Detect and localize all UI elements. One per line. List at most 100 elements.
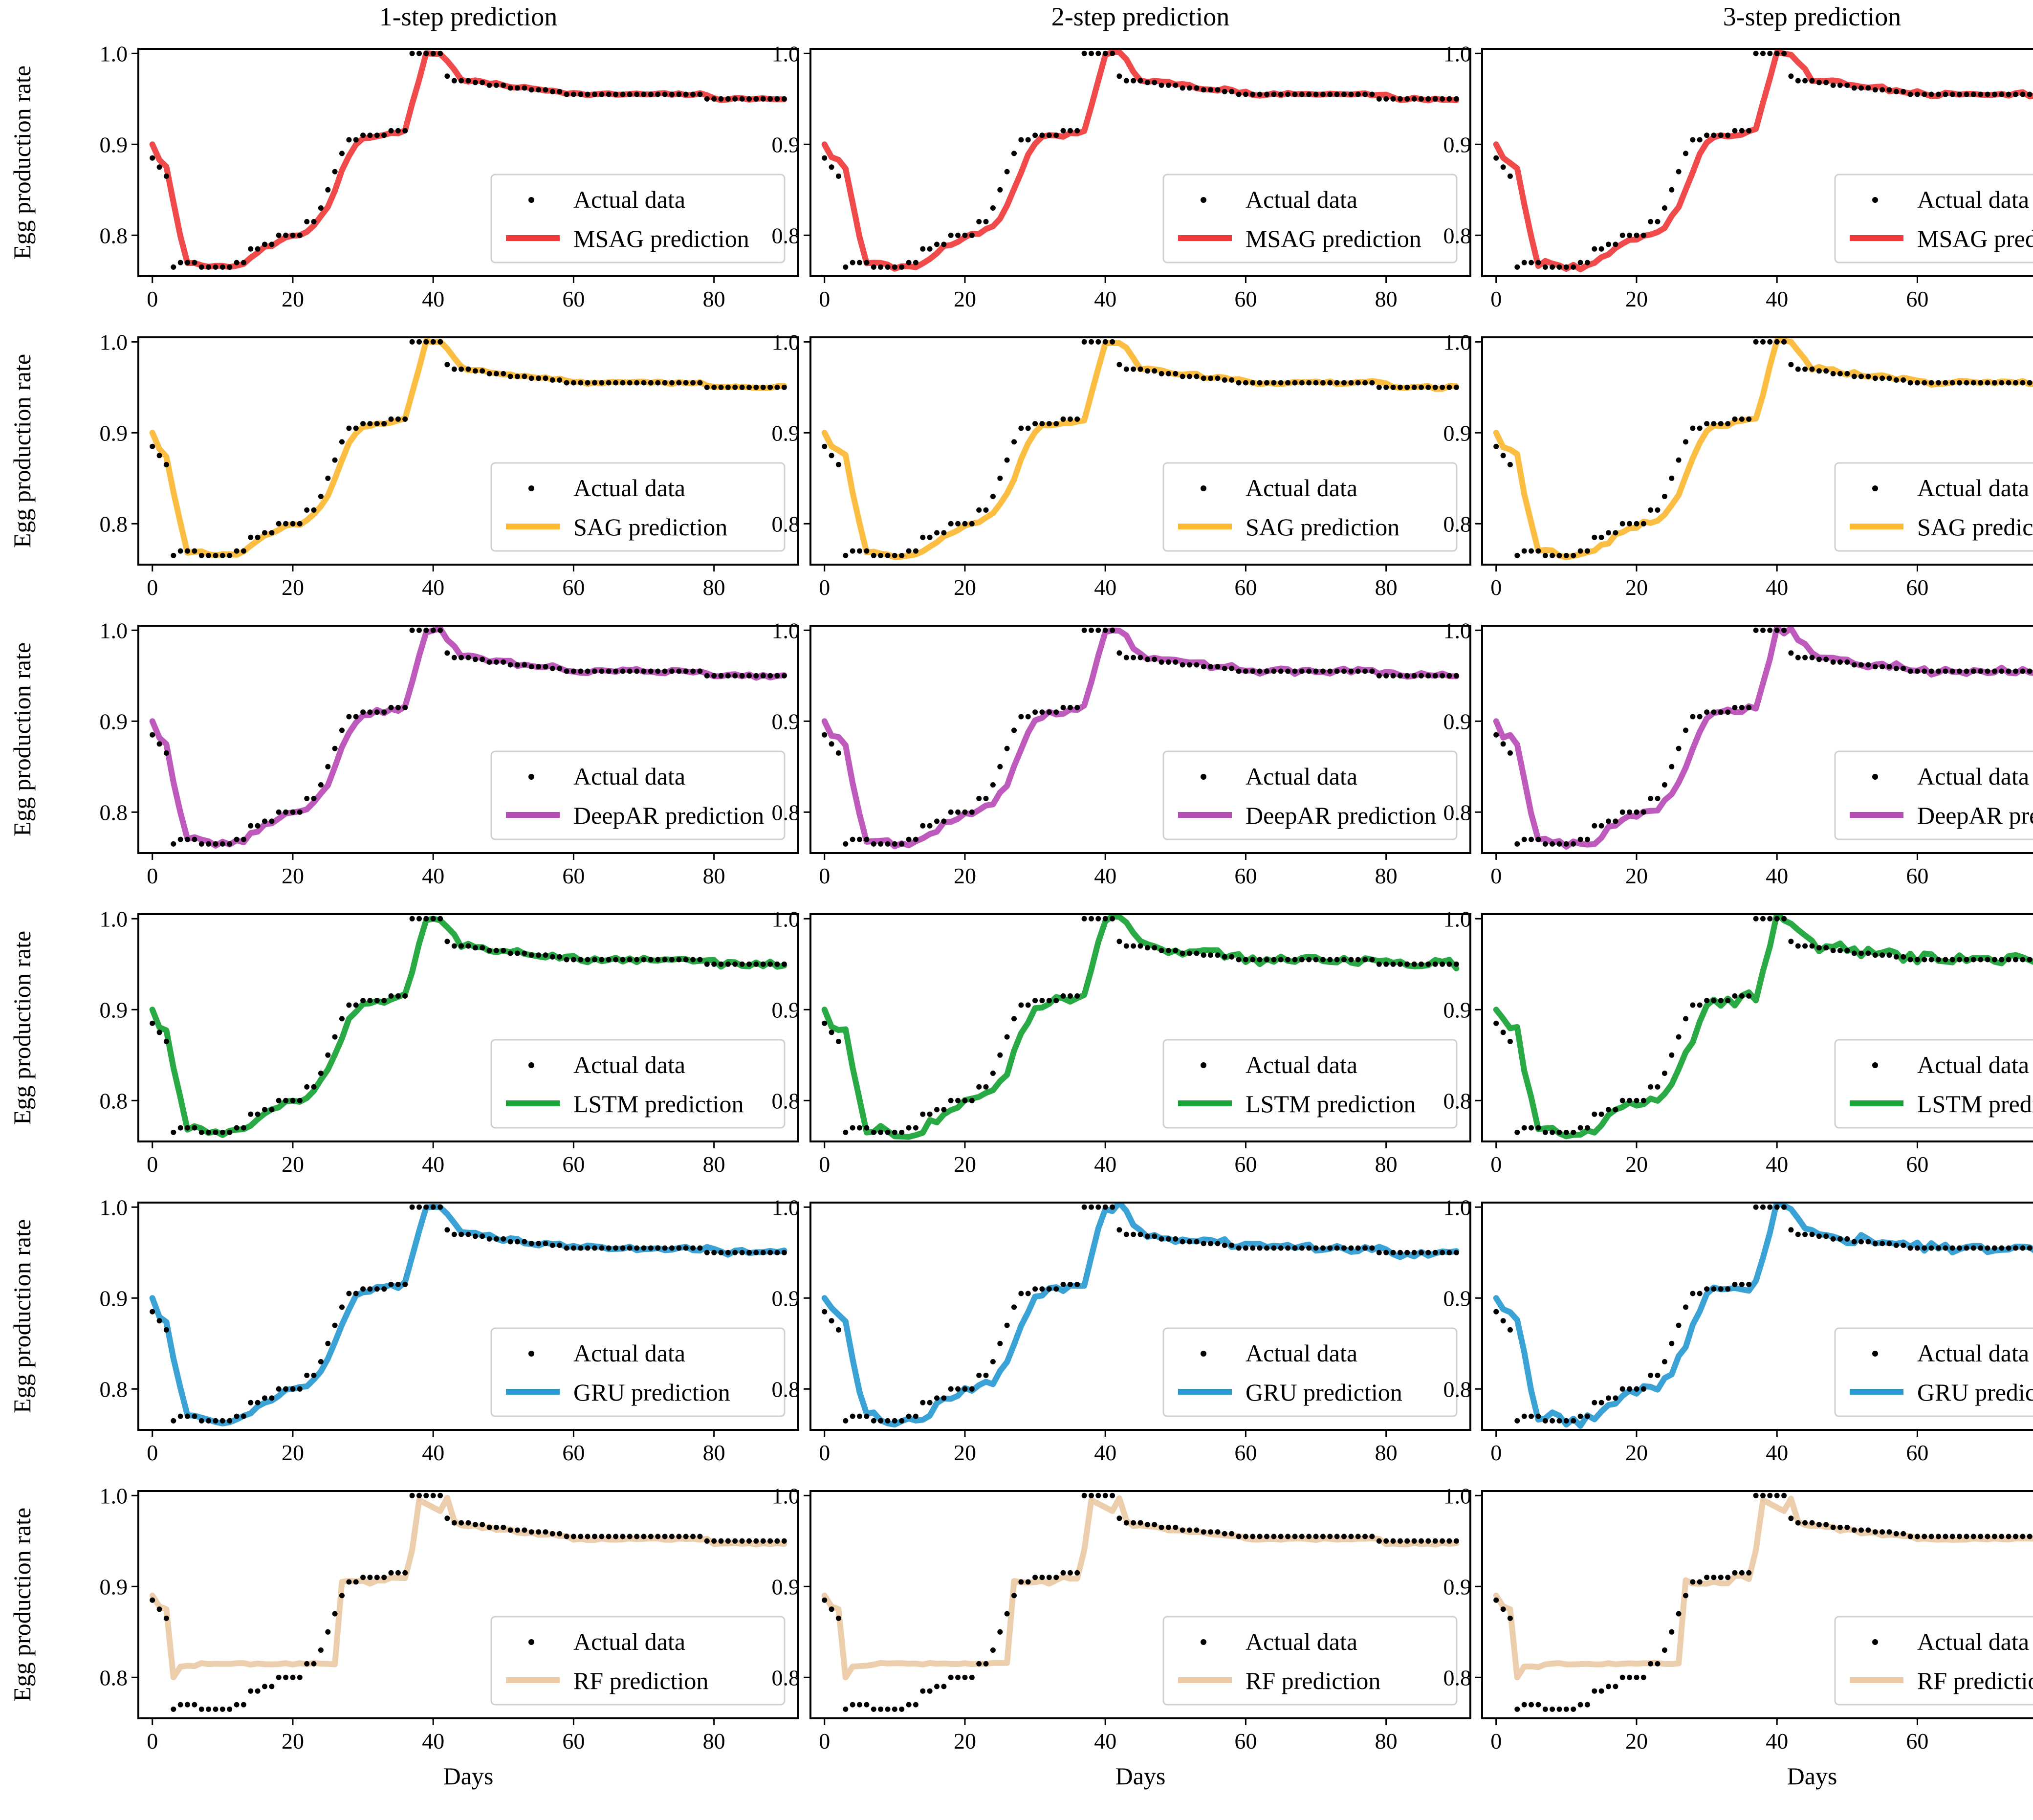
actual-point bbox=[1446, 673, 1452, 679]
actual-point bbox=[304, 795, 310, 801]
actual-point bbox=[892, 264, 897, 270]
actual-point bbox=[402, 1570, 408, 1576]
y-tick-label: 0.8 bbox=[772, 511, 800, 536]
legend-actual-label: Actual data bbox=[1246, 1339, 1357, 1367]
actual-point bbox=[1535, 1125, 1541, 1131]
actual-point bbox=[899, 264, 905, 270]
actual-point bbox=[690, 668, 696, 674]
actual-point bbox=[774, 384, 780, 390]
actual-point bbox=[1397, 1250, 1403, 1255]
actual-point bbox=[1215, 952, 1221, 958]
actual-point bbox=[255, 1688, 261, 1694]
actual-point bbox=[515, 373, 520, 379]
actual-point bbox=[1999, 668, 2005, 674]
actual-point bbox=[1676, 1322, 1682, 1328]
actual-point bbox=[976, 1661, 982, 1667]
x-tick-label: 80 bbox=[1375, 1440, 1398, 1465]
actual-point bbox=[578, 668, 584, 674]
actual-point bbox=[1453, 1538, 1459, 1544]
actual-point bbox=[276, 521, 282, 526]
actual-point bbox=[1802, 655, 1808, 660]
actual-point bbox=[1453, 96, 1459, 102]
actual-point bbox=[1571, 552, 1576, 558]
actual-point bbox=[1236, 668, 1242, 674]
legend-prediction-label: MSAG prediction bbox=[1246, 225, 1421, 252]
actual-point bbox=[1788, 939, 1794, 944]
actual-point bbox=[857, 836, 862, 842]
actual-point bbox=[1404, 1250, 1410, 1255]
prediction-line bbox=[821, 1203, 1460, 1428]
actual-point bbox=[1788, 362, 1794, 368]
actual-point bbox=[549, 377, 555, 383]
actual-point bbox=[1844, 1236, 1850, 1242]
actual-point bbox=[1928, 668, 1934, 674]
actual-point bbox=[878, 841, 884, 847]
actual-point bbox=[1376, 384, 1382, 390]
actual-point bbox=[1683, 727, 1688, 733]
actual-point bbox=[2020, 91, 2026, 97]
actual-point bbox=[871, 264, 876, 270]
actual-point bbox=[360, 998, 366, 1004]
actual-point bbox=[857, 1125, 862, 1131]
x-tick-label: 0 bbox=[819, 575, 830, 600]
actual-point bbox=[1781, 916, 1787, 921]
legend-actual-marker bbox=[1872, 1062, 1878, 1068]
y-tick-label: 0.9 bbox=[772, 1574, 800, 1599]
actual-point bbox=[1397, 1538, 1403, 1544]
x-tick-label: 40 bbox=[1766, 863, 1788, 888]
actual-point bbox=[1500, 453, 1506, 459]
actual-point bbox=[1592, 1400, 1597, 1405]
actual-point bbox=[1781, 1492, 1787, 1498]
actual-point bbox=[1697, 425, 1703, 431]
actual-point bbox=[430, 50, 436, 56]
actual-point bbox=[711, 384, 717, 390]
actual-point bbox=[276, 1674, 282, 1680]
actual-point bbox=[1613, 1107, 1618, 1113]
actual-point bbox=[1613, 530, 1618, 536]
actual-point bbox=[1362, 91, 1368, 97]
x-axis-label-col-2: Days bbox=[1115, 1762, 1166, 1790]
actual-point bbox=[1711, 709, 1717, 715]
actual-point bbox=[1194, 950, 1200, 956]
actual-point bbox=[1257, 668, 1263, 674]
actual-point bbox=[934, 241, 940, 247]
actual-point bbox=[423, 50, 429, 56]
actual-point bbox=[198, 264, 204, 270]
actual-point bbox=[227, 1706, 233, 1712]
actual-point bbox=[1788, 1227, 1794, 1233]
actual-point bbox=[339, 727, 345, 733]
actual-point bbox=[1535, 548, 1541, 554]
actual-point bbox=[578, 957, 584, 963]
actual-point bbox=[1886, 664, 1892, 670]
actual-point bbox=[1844, 659, 1850, 665]
actual-point bbox=[620, 1245, 626, 1251]
actual-point bbox=[829, 453, 834, 459]
actual-point bbox=[381, 709, 387, 715]
actual-point bbox=[1844, 1524, 1850, 1530]
actual-point bbox=[493, 82, 499, 88]
actual-point bbox=[585, 380, 590, 386]
actual-point bbox=[543, 664, 548, 670]
actual-point bbox=[465, 1520, 471, 1526]
actual-point bbox=[578, 1245, 584, 1251]
actual-point bbox=[262, 818, 267, 824]
actual-point bbox=[885, 1706, 891, 1712]
actual-point bbox=[1907, 380, 1913, 386]
actual-point bbox=[557, 88, 563, 94]
legend-actual-label: Actual data bbox=[573, 474, 685, 502]
actual-point bbox=[1753, 627, 1759, 633]
actual-point bbox=[585, 1245, 590, 1251]
legend-actual-label: Actual data bbox=[1917, 1628, 2029, 1655]
actual-point bbox=[1880, 375, 1885, 381]
actual-point bbox=[1215, 664, 1221, 670]
actual-point bbox=[1598, 534, 1604, 540]
actual-point bbox=[934, 1684, 940, 1689]
actual-point bbox=[1949, 1245, 1955, 1251]
actual-point bbox=[871, 552, 876, 558]
actual-point bbox=[969, 232, 975, 238]
actual-point bbox=[1102, 339, 1108, 345]
actual-point bbox=[1640, 521, 1646, 526]
actual-point bbox=[1144, 1233, 1150, 1239]
